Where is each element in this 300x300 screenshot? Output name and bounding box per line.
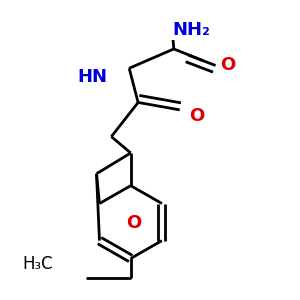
Text: NH₂: NH₂ (172, 21, 210, 39)
Text: O: O (126, 214, 141, 232)
Text: O: O (189, 107, 204, 125)
Text: O: O (220, 56, 235, 74)
Text: H₃C: H₃C (23, 255, 53, 273)
Text: HN: HN (77, 68, 107, 86)
